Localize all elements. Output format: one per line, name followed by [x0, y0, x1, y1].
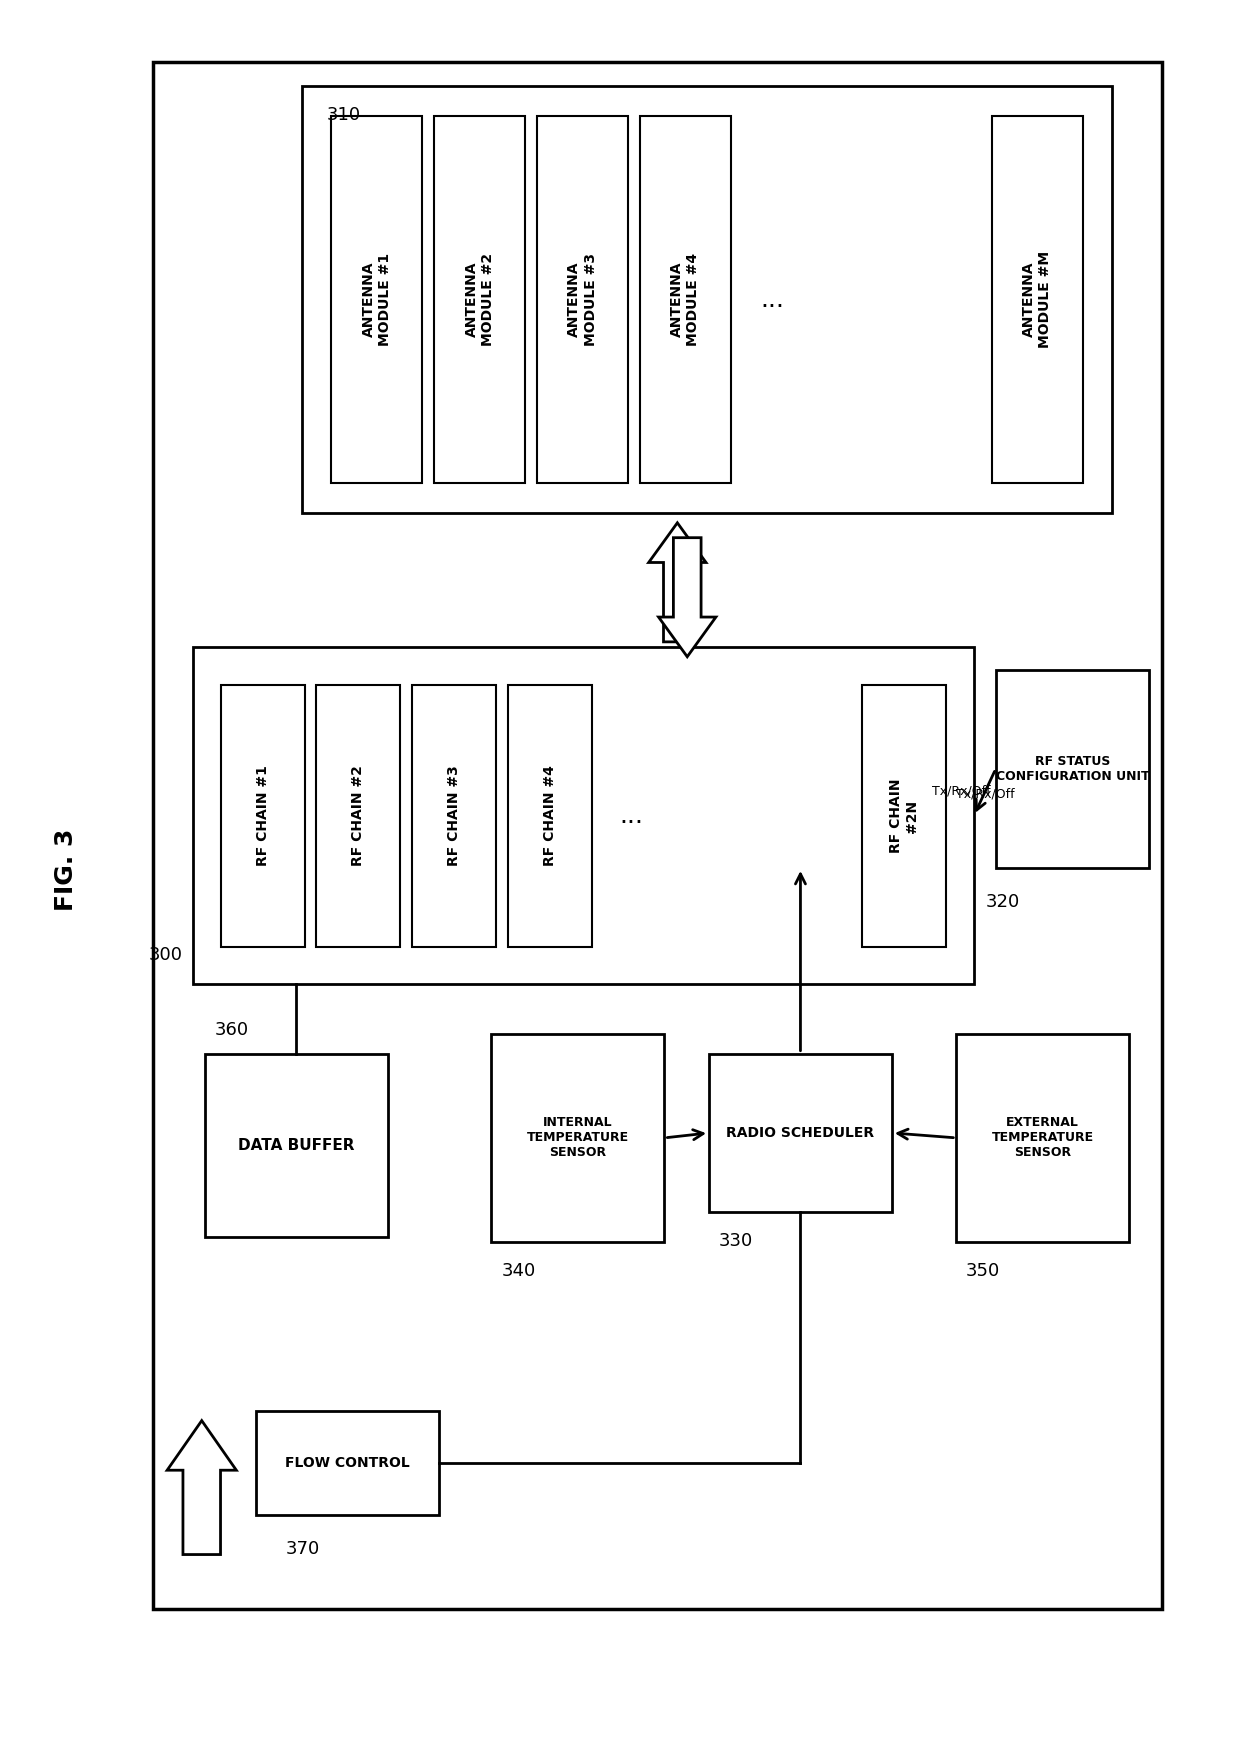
Bar [992, 115, 1083, 484]
Text: 300: 300 [149, 947, 184, 964]
Bar [316, 685, 401, 947]
Bar [996, 669, 1149, 868]
Bar [508, 685, 593, 947]
Text: FLOW CONTROL: FLOW CONTROL [285, 1455, 410, 1469]
Text: INTERNAL
TEMPERATURE
SENSOR: INTERNAL TEMPERATURE SENSOR [527, 1116, 629, 1160]
Text: 340: 340 [501, 1261, 536, 1281]
Bar [331, 115, 423, 484]
Text: 360: 360 [215, 1020, 249, 1039]
Text: ...: ... [760, 288, 784, 311]
Bar [205, 1053, 388, 1237]
Text: 350: 350 [966, 1261, 1001, 1281]
Bar [434, 115, 525, 484]
Text: EXTERNAL
TEMPERATURE
SENSOR: EXTERNAL TEMPERATURE SENSOR [992, 1116, 1094, 1160]
Bar [193, 646, 973, 984]
Text: RF CHAIN #2: RF CHAIN #2 [351, 765, 366, 867]
Text: RF CHAIN
#2N: RF CHAIN #2N [889, 779, 919, 853]
Text: RADIO SCHEDULER: RADIO SCHEDULER [727, 1125, 874, 1141]
Bar [956, 1034, 1130, 1242]
Text: ANTENNA
MODULE #3: ANTENNA MODULE #3 [568, 253, 598, 346]
Bar [221, 685, 305, 947]
Text: 310: 310 [326, 107, 361, 124]
Bar [301, 86, 1112, 514]
Text: 330: 330 [719, 1232, 753, 1251]
Text: RF CHAIN #1: RF CHAIN #1 [255, 765, 269, 867]
Text: RF STATUS
CONFIGURATION UNIT: RF STATUS CONFIGURATION UNIT [996, 755, 1149, 783]
Text: ANTENNA
MODULE #2: ANTENNA MODULE #2 [465, 253, 495, 346]
Bar [709, 1053, 892, 1212]
Text: RF CHAIN #4: RF CHAIN #4 [543, 765, 557, 867]
Polygon shape [658, 538, 715, 657]
Text: RF CHAIN #3: RF CHAIN #3 [448, 765, 461, 867]
Polygon shape [167, 1420, 237, 1555]
Bar [491, 1034, 665, 1242]
Bar [537, 115, 627, 484]
Text: Tx/Rx/Off: Tx/Rx/Off [956, 788, 1014, 800]
Text: ANTENNA
MODULE #M: ANTENNA MODULE #M [1022, 252, 1053, 348]
Text: ...: ... [620, 804, 644, 828]
Polygon shape [649, 522, 706, 641]
Text: Tx/Rx/Off: Tx/Rx/Off [932, 784, 991, 797]
Bar [413, 685, 496, 947]
Bar [640, 115, 730, 484]
Text: 370: 370 [285, 1539, 320, 1558]
Text: FIG. 3: FIG. 3 [55, 828, 78, 912]
Bar [257, 1410, 439, 1515]
Text: ANTENNA
MODULE #4: ANTENNA MODULE #4 [670, 253, 701, 346]
Bar [154, 61, 1162, 1609]
Text: DATA BUFFER: DATA BUFFER [238, 1137, 355, 1153]
Bar [862, 685, 946, 947]
Text: 320: 320 [986, 893, 1021, 910]
Text: DATA TRAFFIC: DATA TRAFFIC [195, 1433, 208, 1532]
Text: ANTENNA
MODULE #1: ANTENNA MODULE #1 [362, 253, 392, 346]
